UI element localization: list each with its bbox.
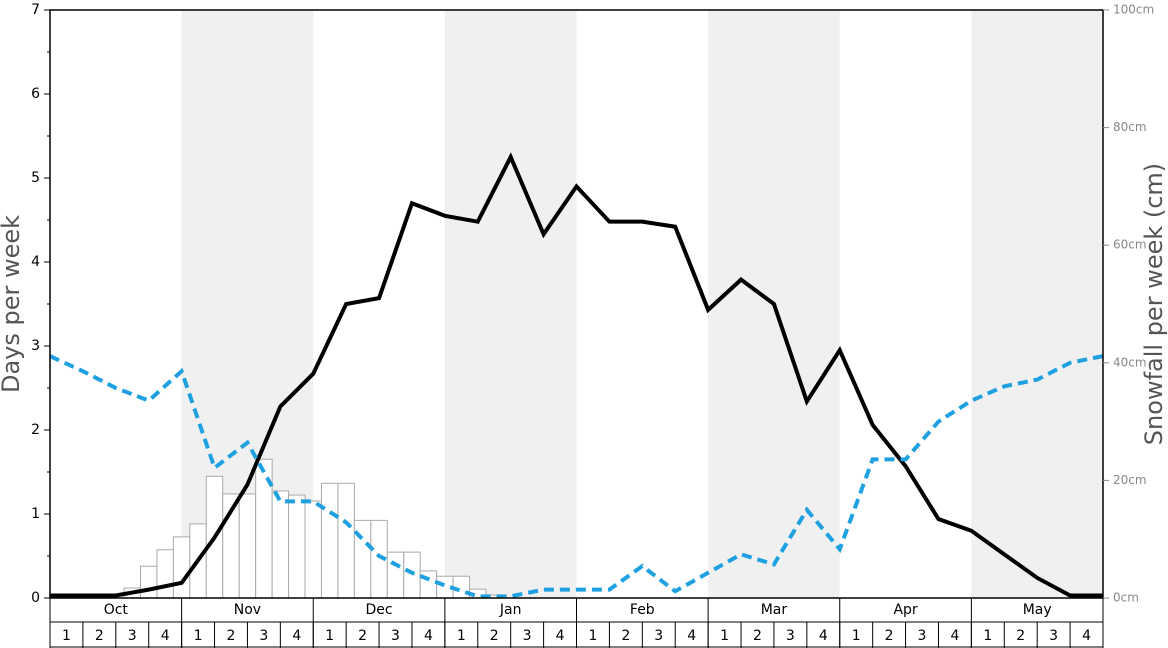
month-label: Jan — [499, 602, 522, 618]
month-label: May — [1023, 602, 1052, 618]
snowfall-bar — [403, 551, 421, 599]
week-label: 3 — [654, 628, 663, 644]
week-label: 1 — [720, 628, 729, 644]
week-label: 4 — [687, 628, 696, 644]
week-label: 3 — [523, 628, 532, 644]
y2-tick-label: 40cm — [1113, 355, 1147, 369]
week-label: 1 — [194, 628, 203, 644]
week-label: 2 — [753, 628, 762, 644]
y-tick-label: 7 — [31, 2, 40, 18]
line-series — [49, 354, 1104, 599]
snowfall-bar — [156, 549, 174, 599]
snowfall-bar — [172, 536, 191, 599]
week-label: 4 — [819, 628, 828, 644]
week-label: 4 — [950, 628, 959, 644]
week-label: 2 — [358, 628, 367, 644]
y-tick-label: 4 — [31, 254, 40, 270]
month-label: Apr — [893, 602, 917, 618]
snowfall-bar — [288, 494, 306, 599]
week-label: 3 — [786, 628, 795, 644]
snowfall-bar — [271, 490, 290, 599]
week-label: 3 — [1049, 628, 1058, 644]
y-axis-label: Days per week — [0, 215, 25, 393]
week-label: 3 — [259, 628, 268, 644]
week-label: 4 — [1082, 628, 1091, 644]
week-label: 2 — [885, 628, 894, 644]
snowfall-bar — [238, 493, 257, 599]
week-label: 2 — [490, 628, 499, 644]
y-tick-label: 3 — [31, 338, 40, 354]
week-label: 1 — [588, 628, 597, 644]
month-label: Dec — [366, 602, 393, 618]
snowfall-bar — [139, 565, 158, 599]
y2-tick-label: 60cm — [1113, 238, 1147, 252]
week-label: 3 — [128, 628, 137, 644]
y2-tick-label: 20cm — [1113, 473, 1147, 487]
week-label: 1 — [983, 628, 992, 644]
week-label: 1 — [62, 628, 71, 644]
week-label: 4 — [424, 628, 433, 644]
week-label: 1 — [852, 628, 861, 644]
week-label: 2 — [227, 628, 236, 644]
snowfall-bar — [337, 482, 355, 599]
snowfall-bar — [320, 482, 339, 599]
snowfall-bar — [304, 500, 322, 599]
week-label: 3 — [391, 628, 400, 644]
y-tick-label: 2 — [31, 422, 40, 438]
month-label: Nov — [234, 602, 261, 618]
week-label: 2 — [1016, 628, 1025, 644]
week-label: 4 — [161, 628, 170, 644]
y-tick-label: 0 — [31, 590, 40, 606]
week-label: 2 — [621, 628, 630, 644]
line-series — [50, 152, 1103, 598]
month-band — [444, 10, 577, 598]
y-tick-label: 1 — [31, 506, 40, 522]
month-label: Feb — [630, 602, 655, 618]
y2-tick-label: 80cm — [1113, 120, 1147, 134]
snowfall-bar — [386, 551, 405, 599]
week-label: 2 — [95, 628, 104, 644]
week-label: 4 — [556, 628, 565, 644]
week-label: 3 — [918, 628, 927, 644]
y-tick-label: 5 — [31, 170, 40, 186]
month-label: Oct — [104, 602, 129, 618]
y2-tick-label: 100cm — [1113, 3, 1154, 17]
week-label: 1 — [457, 628, 466, 644]
y2-tick-label: 0cm — [1113, 591, 1139, 605]
week-label: 4 — [292, 628, 301, 644]
week-label: 1 — [325, 628, 334, 644]
y2-axis-label: Snowfall per week (cm) — [1140, 163, 1168, 445]
month-label: Mar — [761, 602, 788, 618]
month-band — [971, 10, 1103, 598]
y-tick-label: 6 — [31, 86, 40, 102]
